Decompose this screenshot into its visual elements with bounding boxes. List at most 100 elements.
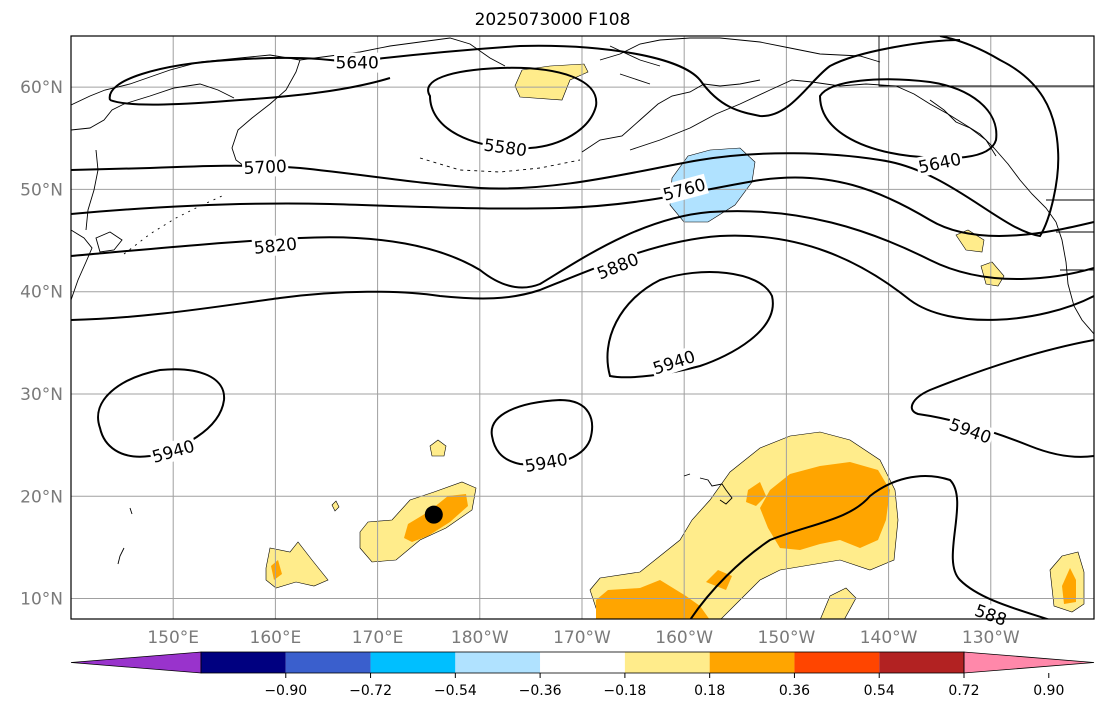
svg-text:5940: 5940 <box>651 347 698 379</box>
shade-orange-west <box>271 560 282 580</box>
coast-japan <box>71 229 93 301</box>
lon-tick-label: 150°E <box>147 628 199 648</box>
contour-label: 5700 <box>241 155 289 179</box>
shade-yellow-bering <box>514 63 589 101</box>
contour-label: 5940 <box>945 413 996 449</box>
coast-na-west <box>1055 221 1094 335</box>
contour-5580 <box>427 66 598 150</box>
coast-border-us <box>1046 199 1094 271</box>
contour-5760 <box>71 176 1094 237</box>
lat-tick-label: 30°N <box>20 385 63 405</box>
shade-yellow-coast-b <box>980 261 1005 287</box>
contour-5640-west <box>108 39 961 118</box>
colorbar-extend-low <box>70 651 202 674</box>
colorbar-tick-label: −0.72 <box>349 683 392 699</box>
colorbar-segment <box>455 652 541 673</box>
map-title: 2025073000 F108 <box>474 10 631 30</box>
colorbar-tick-label: 0.36 <box>779 683 810 699</box>
colorbar-tick-label: −0.54 <box>434 683 477 699</box>
colorbar-tick-label: −0.36 <box>519 683 562 699</box>
coast-alaska-west <box>581 79 761 153</box>
shade-orange-hawaii-south <box>596 580 710 619</box>
coast-okhotsk <box>71 83 235 131</box>
coast-hawaii <box>683 473 733 505</box>
colorbar-segment <box>201 652 286 673</box>
coast-sakhalin <box>85 149 99 231</box>
svg-text:5640: 5640 <box>336 54 379 74</box>
contour-label: 5640 <box>915 148 965 179</box>
svg-text:5820: 5820 <box>253 234 298 258</box>
coast-kamchatka <box>231 59 301 167</box>
contour-5820 <box>71 210 1094 289</box>
coast-border-canada <box>878 36 1094 87</box>
contour-label: 5580 <box>481 134 530 162</box>
colorbar-segment <box>794 652 880 673</box>
contour-label: 5940 <box>521 448 571 477</box>
lon-tick-label: 180°W <box>451 628 509 648</box>
colorbar-segment <box>285 652 371 673</box>
coast-panhandle <box>929 99 997 157</box>
lat-tick-label: 10°N <box>20 590 63 610</box>
svg-text:5940: 5940 <box>523 450 569 477</box>
svg-text:5700: 5700 <box>243 157 287 179</box>
lat-tick-label: 40°N <box>20 283 63 303</box>
shade-orange-hawaii-small <box>746 482 766 506</box>
colorbar-tick-label: −0.18 <box>603 683 646 699</box>
height-contours <box>71 36 1094 619</box>
colorbar-extend-high <box>963 651 1095 674</box>
lon-tick-label: 150°W <box>758 628 816 648</box>
colorbar-tick-label: 0.72 <box>948 683 979 699</box>
coast-kurils <box>123 195 223 255</box>
shade-yellow-tiny <box>331 500 340 512</box>
shade-orange-hawaii-main <box>760 462 890 550</box>
svg-text:5940: 5940 <box>946 415 993 449</box>
lat-tick-label: 60°N <box>20 78 63 98</box>
lat-tick-label: 50°N <box>20 180 63 200</box>
lon-tick-label: 170°W <box>553 628 611 648</box>
shade-orange-hawaii-mid <box>706 570 732 590</box>
contour-label: 5640 <box>334 52 381 74</box>
lon-tick-label: 170°E <box>352 628 404 648</box>
colorbar-segment <box>709 652 795 673</box>
contour-label: 5820 <box>251 233 300 259</box>
contour-label: 5880 <box>592 248 643 285</box>
svg-text:5580: 5580 <box>482 136 528 162</box>
shaded-anomaly-fields <box>265 63 1085 619</box>
coast-alaska-north <box>599 37 881 63</box>
svg-text:5640: 5640 <box>917 150 963 179</box>
storm-center-marker <box>424 505 443 524</box>
axis-tick-labels: 60°N 50°N 40°N 30°N 20°N 10°N 150°E 160°E 170°E 1… <box>20 78 1020 648</box>
colorbar-tick-label: 0.18 <box>694 683 725 699</box>
shade-yellow-small-a <box>429 439 447 457</box>
coast-asia-north <box>71 37 506 106</box>
shade-yellow-south <box>820 587 857 619</box>
contour-5640-east <box>818 78 998 160</box>
contour-5700 <box>71 36 1060 238</box>
contour-588-south <box>689 475 1051 619</box>
map-gridlines <box>71 36 1094 619</box>
colorbar-segment <box>624 652 710 673</box>
shade-yellow-west <box>265 541 329 589</box>
colorbar-segment <box>879 652 964 673</box>
contour-5940-east <box>910 339 1094 458</box>
svg-text:5880: 5880 <box>594 250 642 285</box>
colorbar-tick-label: −0.90 <box>264 683 307 699</box>
colorbar: −0.90 −0.72 −0.54 −0.36 −0.18 0.18 0.36 0.54 0.7… <box>70 651 1095 699</box>
coast-wake <box>117 507 133 565</box>
colorbar-tick-label: 0.54 <box>864 683 895 699</box>
coast-aleutians <box>419 157 581 173</box>
shade-yellow-coast-a <box>955 229 985 253</box>
lon-tick-label: 160°E <box>250 628 302 648</box>
contour-label: 5940 <box>649 345 699 379</box>
lat-tick-label: 20°N <box>20 487 63 507</box>
contour-5940-west <box>97 368 226 458</box>
coast-alaska-peninsula <box>629 79 897 151</box>
lon-tick-label: 140°W <box>860 628 918 648</box>
contour-5880 <box>71 234 1094 321</box>
colorbar-tick-label: 0.90 <box>1033 683 1064 699</box>
shade-orange-east <box>1062 568 1076 604</box>
colorbar-segment <box>540 652 625 673</box>
contour-5640-west-b <box>109 77 391 106</box>
contour-5940-mid <box>490 398 594 466</box>
